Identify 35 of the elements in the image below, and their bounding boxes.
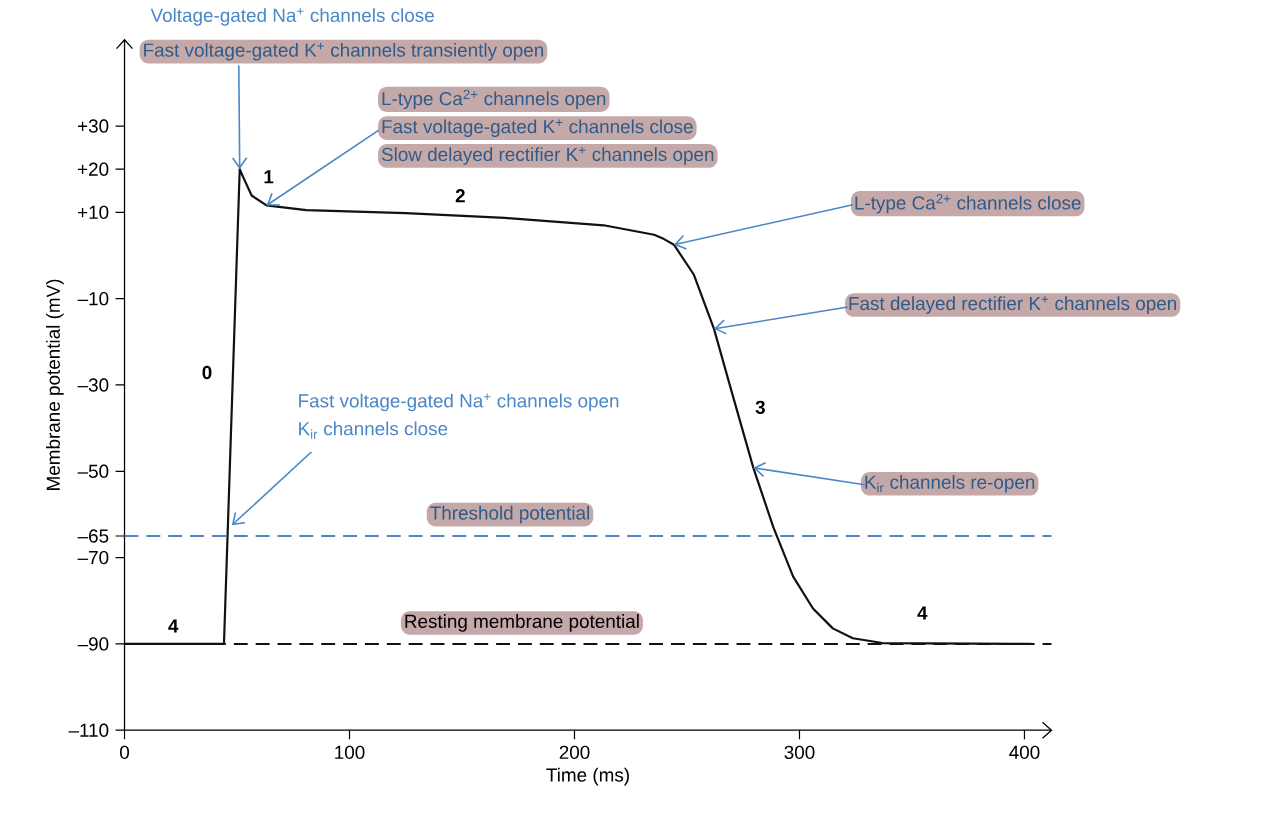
annotation: 4 xyxy=(917,606,928,620)
annotation: 4 xyxy=(168,619,179,633)
y-tick-label: –110 xyxy=(68,723,109,738)
x-tick-label: 100 xyxy=(335,745,365,760)
annotation: Fast voltage-gated K$^{+}$ channels transiently open xyxy=(144,42,544,61)
y-axis-title: Membrane potential (mV) xyxy=(46,279,64,491)
annotation: L-type Ca$^{2+}$ channels open xyxy=(382,89,606,110)
x-tick-label: 400 xyxy=(1009,745,1040,760)
x-tick-label: 0 xyxy=(120,745,130,760)
y-tick-label: +20 xyxy=(77,162,109,177)
y-tick-label: +30 xyxy=(77,119,109,133)
text: Voltage-gated Na$^{+}$ channels close xyxy=(150,8,434,26)
annotation: Fast voltage-gated Na$^{+}$ channels open xyxy=(299,393,619,412)
annotation: 2 xyxy=(455,189,465,203)
annotation: Slow delayed rectifier K$^{+}$ channels open xyxy=(381,147,714,166)
annotation: 0 xyxy=(202,366,212,380)
y-tick-label: –30 xyxy=(77,378,109,392)
x-axis-title: Time (ms) xyxy=(546,767,629,786)
ref-line-label: Threshold potential xyxy=(430,506,589,524)
y-tick-label: –50 xyxy=(77,464,109,479)
y-tick-label: –70 xyxy=(77,551,109,565)
annotation: L-type Ca$^{2+}$ channels close xyxy=(855,194,1081,214)
y-tick-label: +10 xyxy=(77,205,109,220)
y-tick-label: –65 xyxy=(77,529,109,543)
annotation: 3 xyxy=(755,400,765,415)
annotation: K$_{ir}$ channels re-open xyxy=(865,475,1035,493)
x-tick-label: 300 xyxy=(784,745,815,760)
x-tick-label: 200 xyxy=(559,745,590,760)
annotation: Fast delayed rectifier K$^{+}$ channels open xyxy=(849,296,1177,315)
y-tick-label: –10 xyxy=(77,292,109,306)
annotation: K$_{ir}$ channels close xyxy=(299,421,448,440)
y-tick-label: –90 xyxy=(77,637,109,651)
ref-line-label: Resting membrane potential xyxy=(405,614,639,632)
annotation: 1 xyxy=(264,170,274,184)
annotation: Fast voltage-gated K$^{+}$ channels close xyxy=(382,119,693,138)
